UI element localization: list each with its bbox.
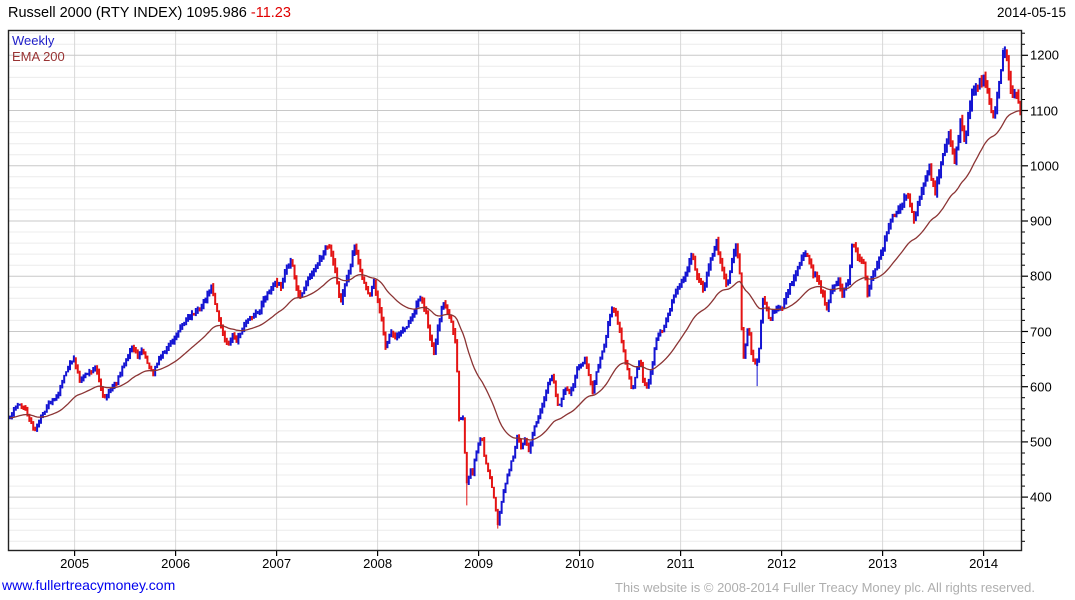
y-axis-label: 1000 [1030,158,1059,174]
x-axis-label: 2005 [60,556,90,571]
ema-line [9,110,1021,441]
x-axis-label: 2007 [262,556,292,571]
spike-wick [756,366,758,387]
instrument-title: Russell 2000 (RTY INDEX) 1095.986 [8,5,251,21]
x-axis-label: 2012 [767,556,797,571]
y-axis-label: 400 [1030,489,1052,505]
spike-wick [466,483,468,506]
x-axis-label: 2014 [969,556,999,571]
website-link[interactable]: www.fullertreacymoney.com [2,577,176,593]
x-axis-label: 2013 [868,556,898,571]
page-title: Russell 2000 (RTY INDEX) 1095.986 -11.23 [8,5,291,21]
legend-ema-label: EMA 200 [12,49,65,64]
x-axis-label: 2009 [464,556,494,571]
x-axis-label: 2008 [363,556,393,571]
spike-wick [497,525,499,529]
weekly-bars [9,46,1022,529]
y-axis-label: 900 [1030,213,1052,229]
plot-frame [7,29,1023,552]
y-axis-label: 500 [1030,434,1052,450]
legend-weekly-label: Weekly [12,33,55,48]
x-axis-label: 2006 [161,556,191,571]
legend: Weekly EMA 200 [12,33,65,65]
price-change: -11.23 [250,5,291,21]
x-axis-label: 2010 [565,556,595,571]
y-axis-label: 700 [1030,324,1052,339]
x-axis-label: 2011 [666,556,695,571]
spike-wick [1002,48,1004,50]
y-axis-label: 600 [1030,379,1052,395]
y-axis-label: 1200 [1030,47,1059,63]
y-axis-label: 800 [1030,268,1052,284]
copyright-text: This website is © 2008-2014 Fuller Treac… [615,580,1035,595]
y-axis-label: 1100 [1030,103,1058,118]
date-label: 2014-05-15 [996,5,1066,20]
